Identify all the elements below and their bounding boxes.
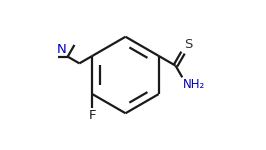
Text: S: S <box>185 38 193 51</box>
Text: F: F <box>89 109 96 122</box>
Text: N: N <box>57 43 67 56</box>
Text: NH₂: NH₂ <box>183 78 205 91</box>
